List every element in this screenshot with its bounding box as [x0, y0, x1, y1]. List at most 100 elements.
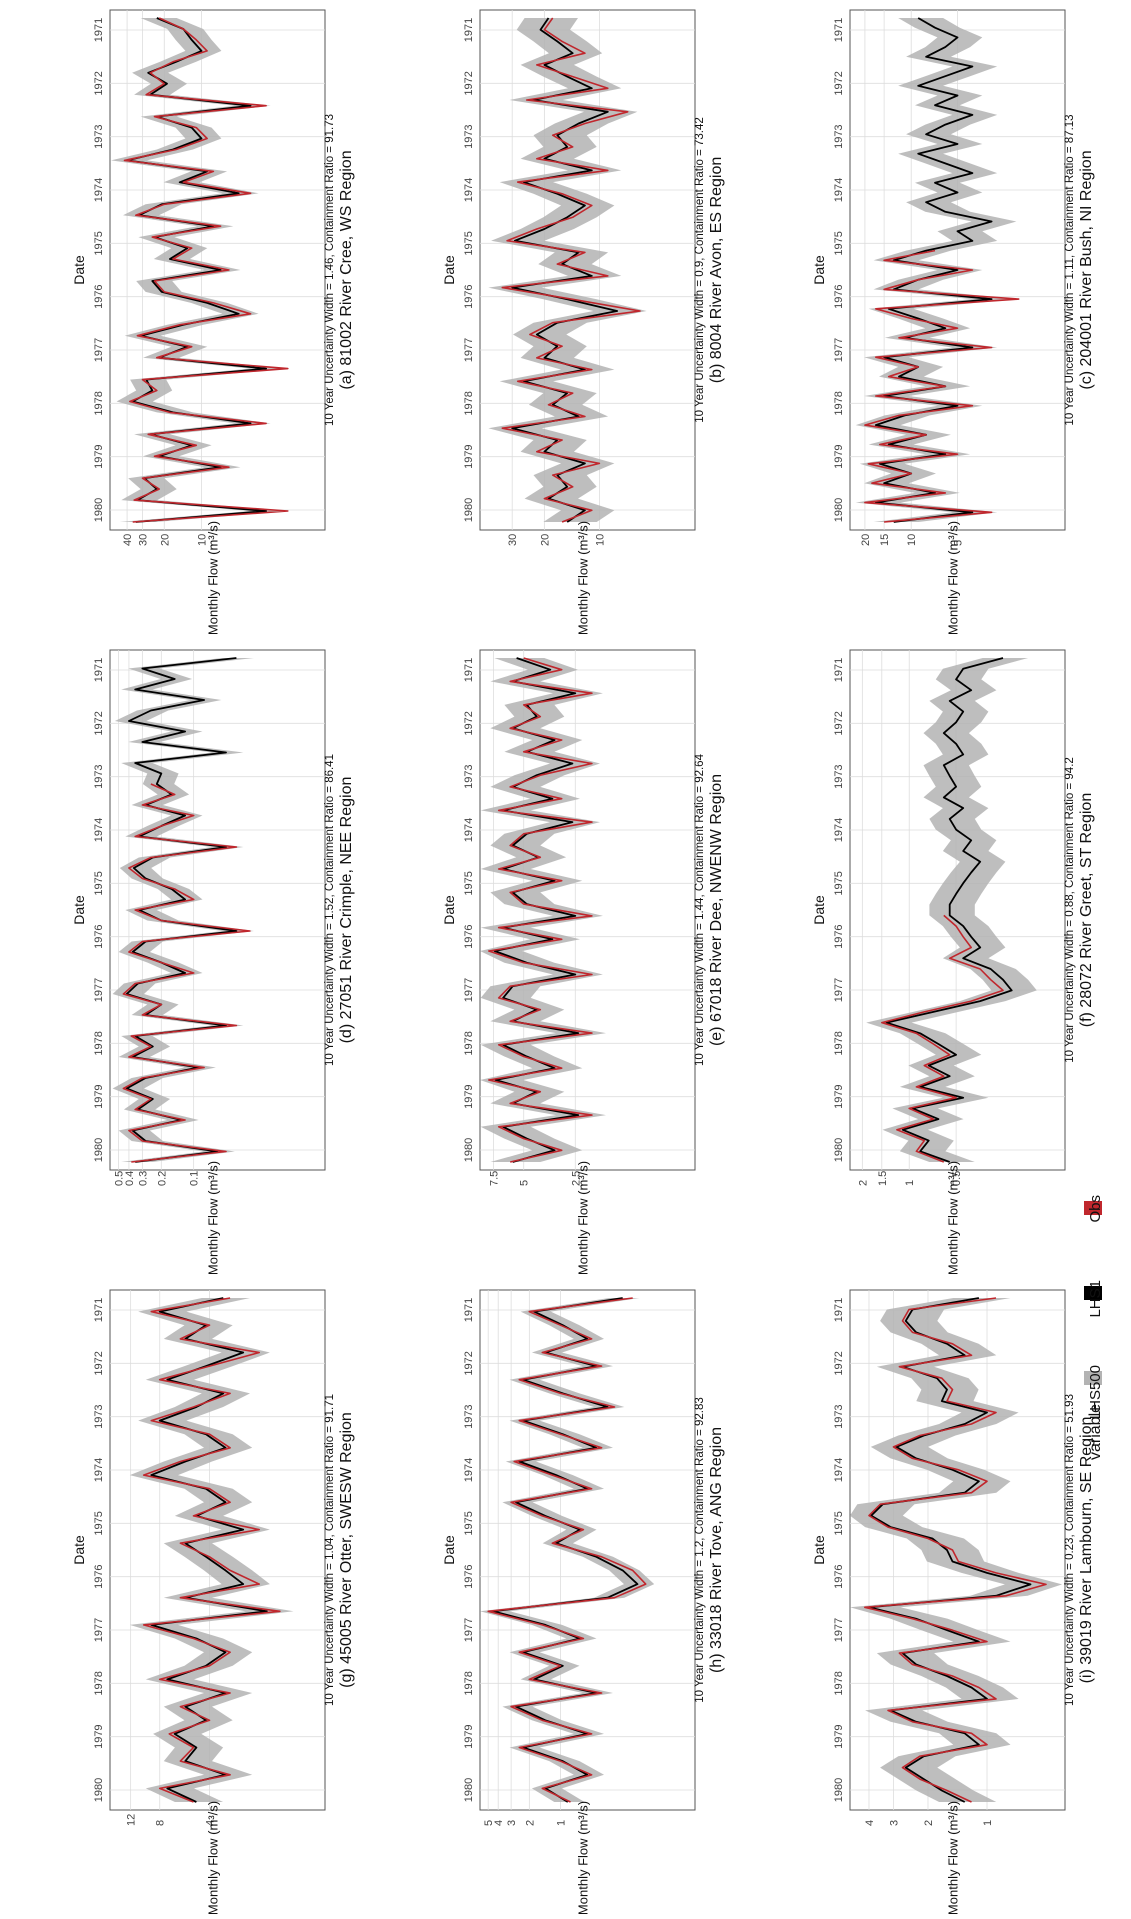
y-tick-label: 20 [860, 534, 872, 546]
x-tick-label: 1973 [463, 764, 475, 788]
panel-subtitle: 10 Year Uncertainty Width = 1.04, Contai… [324, 1394, 336, 1706]
x-tick-label: 1971 [833, 1298, 845, 1322]
x-tick-label: 1975 [833, 1511, 845, 1535]
x-tick-label: 1972 [93, 1351, 105, 1375]
x-tick-label: 1975 [833, 231, 845, 255]
x-tick-label: 1974 [833, 818, 845, 842]
x-tick-label: 1971 [93, 1298, 105, 1322]
x-tick-label: 1972 [463, 1351, 475, 1375]
x-tick-label: 1979 [833, 1724, 845, 1748]
x-axis-label: Date [811, 895, 827, 925]
legend-label-lhs1: LHS1 [1087, 1280, 1104, 1318]
y-tick-label: 1.5 [877, 1171, 889, 1186]
legend-label-lhs500: LHS500 [1087, 1365, 1104, 1419]
panel-a: 10 20 30 40 1971 1972 1973 1974 1975 1976 1977 1978… [71, 9, 355, 635]
panel-grid: 10 20 30 40 1971 1972 1973 1974 1975 1976 1977 1978… [71, 9, 1095, 1915]
panel-subtitle: 10 Year Uncertainty Width = 1.52, Contai… [324, 754, 336, 1066]
x-tick-label: 1977 [463, 1618, 475, 1642]
x-tick-label: 1975 [463, 231, 475, 255]
panel-title: (c) 204001 River Bush, NI Region [1078, 150, 1095, 389]
y-tick-label: 2 [857, 1180, 869, 1186]
x-tick-label: 1973 [833, 1404, 845, 1428]
series-obs-line [487, 1297, 647, 1803]
y-tick-label: 5 [953, 540, 965, 546]
x-tick-label: 1976 [93, 924, 105, 948]
series-lhs500-band [480, 1298, 655, 1802]
x-tick-label: 1980 [463, 498, 475, 522]
x-tick-label: 1971 [93, 658, 105, 682]
x-tick-label: 1972 [93, 71, 105, 95]
x-tick-label: 1980 [463, 1138, 475, 1162]
y-tick-label: 0.2 [156, 1171, 168, 1186]
x-tick-label: 1975 [463, 871, 475, 895]
y-axis-label: Monthly Flow (m³/s) [576, 1161, 591, 1275]
y-axis-label: Monthly Flow (m³/s) [206, 1801, 221, 1915]
x-tick-label: 1976 [463, 284, 475, 308]
panel-f: 0.5 1 1.5 2 1971 1972 1973 1974 1975 1976 1977 1978… [811, 649, 1095, 1275]
y-tick-label: 1 [555, 1820, 567, 1826]
y-tick-label: 1 [904, 1180, 916, 1186]
x-tick-label: 1975 [93, 1511, 105, 1535]
y-axis-label: Monthly Flow (m³/s) [206, 1161, 221, 1275]
x-tick-label: 1974 [93, 178, 105, 202]
x-tick-label: 1977 [463, 338, 475, 362]
x-tick-label: 1979 [833, 1084, 845, 1108]
panel-title: (d) 27051 River Crimple, NEE Region [338, 777, 355, 1044]
x-tick-label: 1979 [93, 444, 105, 468]
x-tick-label: 1976 [93, 1564, 105, 1588]
panel-title: (a) 81002 River Cree, WS Region [338, 150, 355, 389]
y-tick-label: 2 [524, 1820, 536, 1826]
series-lhs500-band [111, 18, 286, 522]
x-tick-label: 1974 [463, 1458, 475, 1482]
x-tick-label: 1977 [93, 1618, 105, 1642]
x-axis-label: Date [441, 895, 457, 925]
panel-subtitle: 10 Year Uncertainty Width = 1.11, Contai… [1064, 114, 1076, 425]
legend-key-lhs1 [1084, 1286, 1102, 1300]
y-tick-label: 0.4 [124, 1171, 136, 1186]
series-lhs500-band [866, 658, 1037, 1162]
x-tick-label: 1973 [833, 764, 845, 788]
x-tick-label: 1973 [833, 124, 845, 148]
x-tick-label: 1980 [833, 1138, 845, 1162]
x-tick-label: 1979 [463, 1724, 475, 1748]
x-axis-label: Date [71, 1535, 87, 1565]
panel-title: (e) 67018 River Dee, NWENW Region [708, 774, 725, 1046]
x-tick-label: 1978 [833, 1671, 845, 1695]
x-tick-label: 1977 [833, 1618, 845, 1642]
y-tick-label: 10 [594, 534, 606, 546]
y-tick-label: 2 [923, 1820, 935, 1826]
y-tick-label: 0.3 [137, 1171, 149, 1186]
x-tick-label: 1979 [463, 444, 475, 468]
panel-subtitle: 10 Year Uncertainty Width = 0.88, Contai… [1064, 757, 1076, 1063]
panel-title: (f) 28072 River Greet, ST Region [1078, 793, 1095, 1027]
x-tick-label: 1973 [93, 124, 105, 148]
y-tick-label: 10 [196, 534, 208, 546]
x-tick-label: 1979 [93, 1084, 105, 1108]
panel-subtitle: 10 Year Uncertainty Width = 0.23, Contai… [1064, 1394, 1076, 1706]
y-tick-label: 5 [519, 1180, 531, 1186]
panel-subtitle: 10 Year Uncertainty Width = 1.44, Contai… [694, 753, 706, 1066]
x-tick-label: 1976 [463, 924, 475, 948]
y-tick-label: 0.5 [951, 1171, 963, 1186]
x-tick-label: 1971 [463, 1298, 475, 1322]
y-axis-label: Monthly Flow (m³/s) [206, 521, 221, 635]
series-lhs500-band [112, 658, 254, 1162]
x-tick-label: 1974 [463, 178, 475, 202]
y-tick-label: 30 [138, 534, 150, 546]
panel-title: (g) 45005 River Otter, SWESW Region [338, 1412, 355, 1688]
x-tick-label: 1971 [833, 658, 845, 682]
x-tick-label: 1973 [463, 1404, 475, 1428]
x-tick-label: 1976 [833, 1564, 845, 1588]
x-tick-label: 1972 [463, 711, 475, 735]
series-lhs500-band [488, 18, 647, 522]
x-tick-label: 1976 [833, 924, 845, 948]
panel-title: (b) 8004 River Avon, ES Region [708, 157, 725, 384]
y-axis-label: Monthly Flow (m³/s) [576, 1801, 591, 1915]
y-axis-label: Monthly Flow (m³/s) [576, 521, 591, 635]
x-tick-label: 1971 [463, 18, 475, 42]
x-tick-label: 1978 [93, 391, 105, 415]
x-tick-label: 1977 [93, 338, 105, 362]
x-tick-label: 1978 [833, 391, 845, 415]
x-tick-label: 1974 [93, 1458, 105, 1482]
